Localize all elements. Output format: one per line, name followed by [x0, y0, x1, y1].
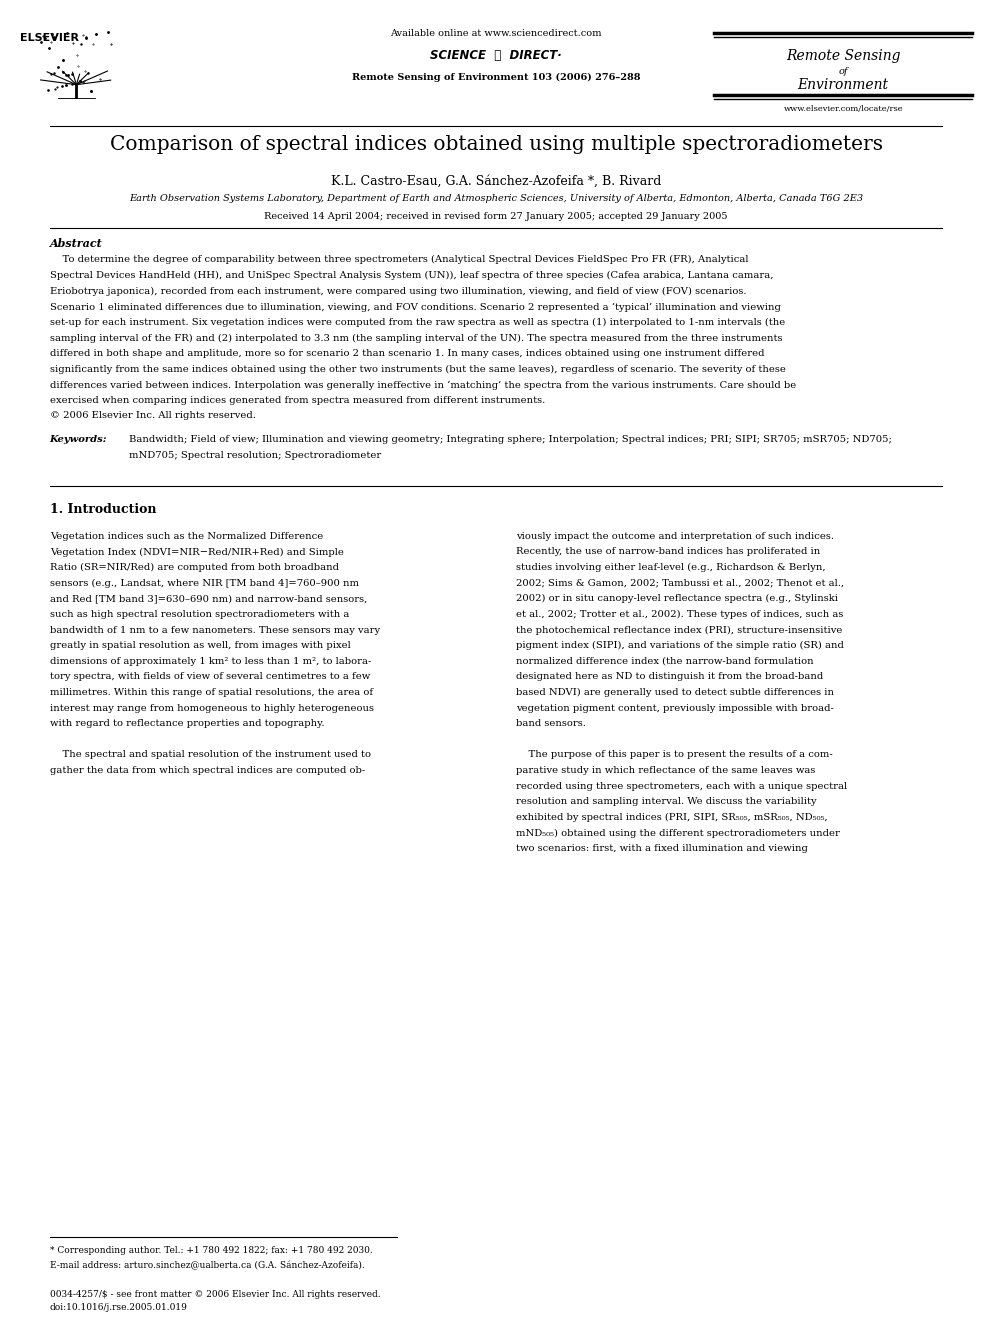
Text: 2002; Sims & Gamon, 2002; Tambussi et al., 2002; Thenot et al.,: 2002; Sims & Gamon, 2002; Tambussi et al…	[516, 578, 844, 587]
Text: exercised when comparing indices generated from spectra measured from different : exercised when comparing indices generat…	[50, 396, 545, 405]
Text: Spectral Devices HandHeld (HH), and UniSpec Spectral Analysis System (UN)), leaf: Spectral Devices HandHeld (HH), and UniS…	[50, 271, 773, 280]
Text: doi:10.1016/j.rse.2005.01.019: doi:10.1016/j.rse.2005.01.019	[50, 1303, 187, 1312]
Text: www.elsevier.com/locate/rse: www.elsevier.com/locate/rse	[784, 105, 903, 112]
Text: millimetres. Within this range of spatial resolutions, the area of: millimetres. Within this range of spatia…	[50, 688, 373, 697]
Text: mND705; Spectral resolution; Spectroradiometer: mND705; Spectral resolution; Spectroradi…	[129, 451, 381, 460]
Text: © 2006 Elsevier Inc. All rights reserved.: © 2006 Elsevier Inc. All rights reserved…	[50, 411, 256, 421]
Text: resolution and sampling interval. We discuss the variability: resolution and sampling interval. We dis…	[516, 798, 816, 806]
Text: tory spectra, with fields of view of several centimetres to a few: tory spectra, with fields of view of sev…	[50, 672, 370, 681]
Text: significantly from the same indices obtained using the other two instruments (bu: significantly from the same indices obta…	[50, 365, 786, 373]
Text: sampling interval of the FR) and (2) interpolated to 3.3 nm (the sampling interv: sampling interval of the FR) and (2) int…	[50, 333, 782, 343]
Text: the photochemical reflectance index (PRI), structure-insensitive: the photochemical reflectance index (PRI…	[516, 626, 842, 635]
Text: Remote Sensing of Environment 103 (2006) 276–288: Remote Sensing of Environment 103 (2006)…	[352, 73, 640, 82]
Text: Recently, the use of narrow-band indices has proliferated in: Recently, the use of narrow-band indices…	[516, 548, 820, 557]
Text: The spectral and spatial resolution of the instrument used to: The spectral and spatial resolution of t…	[50, 750, 371, 759]
Text: Scenario 1 eliminated differences due to illumination, viewing, and FOV conditio: Scenario 1 eliminated differences due to…	[50, 302, 781, 311]
Text: normalized difference index (the narrow-band formulation: normalized difference index (the narrow-…	[516, 656, 813, 665]
Text: Environment: Environment	[798, 78, 889, 93]
Text: greatly in spatial resolution as well, from images with pixel: greatly in spatial resolution as well, f…	[50, 642, 350, 650]
Text: parative study in which reflectance of the same leaves was: parative study in which reflectance of t…	[516, 766, 815, 775]
Text: Keywords:: Keywords:	[50, 435, 107, 445]
Text: based NDVI) are generally used to detect subtle differences in: based NDVI) are generally used to detect…	[516, 688, 834, 697]
Text: Ratio (SR=NIR/Red) are computed from both broadband: Ratio (SR=NIR/Red) are computed from bot…	[50, 564, 338, 572]
Text: with regard to reflectance properties and topography.: with regard to reflectance properties an…	[50, 720, 324, 728]
Text: 1. Introduction: 1. Introduction	[50, 503, 156, 516]
Text: 0034-4257/$ - see front matter © 2006 Elsevier Inc. All rights reserved.: 0034-4257/$ - see front matter © 2006 El…	[50, 1290, 380, 1299]
Text: studies involving either leaf-level (e.g., Richardson & Berlyn,: studies involving either leaf-level (e.g…	[516, 564, 825, 572]
Text: band sensors.: band sensors.	[516, 720, 585, 728]
Text: set-up for each instrument. Six vegetation indices were computed from the raw sp: set-up for each instrument. Six vegetati…	[50, 318, 785, 327]
Text: The purpose of this paper is to present the results of a com-: The purpose of this paper is to present …	[516, 750, 832, 759]
Text: two scenarios: first, with a fixed illumination and viewing: two scenarios: first, with a fixed illum…	[516, 844, 807, 853]
Text: exhibited by spectral indices (PRI, SIPI, SR₅₀₅, mSR₅₀₅, ND₅₀₅,: exhibited by spectral indices (PRI, SIPI…	[516, 812, 827, 822]
Text: mND₅₀₅) obtained using the different spectroradiometers under: mND₅₀₅) obtained using the different spe…	[516, 828, 839, 837]
Text: recorded using three spectrometers, each with a unique spectral: recorded using three spectrometers, each…	[516, 782, 847, 791]
Text: interest may range from homogeneous to highly heterogeneous: interest may range from homogeneous to h…	[50, 704, 374, 713]
Text: of: of	[838, 67, 848, 77]
Text: Vegetation Index (NDVI=NIR−Red/NIR+Red) and Simple: Vegetation Index (NDVI=NIR−Red/NIR+Red) …	[50, 548, 343, 557]
Text: designated here as ND to distinguish it from the broad-band: designated here as ND to distinguish it …	[516, 672, 823, 681]
Text: Received 14 April 2004; received in revised form 27 January 2005; accepted 29 Ja: Received 14 April 2004; received in revi…	[264, 212, 728, 221]
Text: differed in both shape and amplitude, more so for scenario 2 than scenario 1. In: differed in both shape and amplitude, mo…	[50, 349, 764, 359]
Text: vegetation pigment content, previously impossible with broad-: vegetation pigment content, previously i…	[516, 704, 833, 713]
Text: gather the data from which spectral indices are computed ob-: gather the data from which spectral indi…	[50, 766, 365, 775]
Text: Available online at www.sciencedirect.com: Available online at www.sciencedirect.co…	[390, 29, 602, 38]
Text: Comparison of spectral indices obtained using multiple spectroradiometers: Comparison of spectral indices obtained …	[109, 135, 883, 153]
Text: Earth Observation Systems Laboratory, Department of Earth and Atmospheric Scienc: Earth Observation Systems Laboratory, De…	[129, 194, 863, 204]
Text: Eriobotrya japonica), recorded from each instrument, were compared using two ill: Eriobotrya japonica), recorded from each…	[50, 287, 746, 295]
Text: Remote Sensing: Remote Sensing	[786, 49, 901, 64]
Text: and Red [TM band 3]=630–690 nm) and narrow-band sensors,: and Red [TM band 3]=630–690 nm) and narr…	[50, 594, 367, 603]
Text: bandwidth of 1 nm to a few nanometers. These sensors may vary: bandwidth of 1 nm to a few nanometers. T…	[50, 626, 380, 635]
Text: pigment index (SIPI), and variations of the simple ratio (SR) and: pigment index (SIPI), and variations of …	[516, 642, 844, 650]
Text: E-mail address: arturo.sinchez@ualberta.ca (G.A. Sánchez-Azofeifa).: E-mail address: arturo.sinchez@ualberta.…	[50, 1261, 364, 1270]
Text: * Corresponding author. Tel.: +1 780 492 1822; fax: +1 780 492 2030.: * Corresponding author. Tel.: +1 780 492…	[50, 1246, 372, 1256]
Text: 2002) or in situ canopy-level reflectance spectra (e.g., Stylinski: 2002) or in situ canopy-level reflectanc…	[516, 594, 838, 603]
Text: dimensions of approximately 1 km² to less than 1 m², to labora-: dimensions of approximately 1 km² to les…	[50, 656, 371, 665]
Text: differences varied between indices. Interpolation was generally ineffective in ‘: differences varied between indices. Inte…	[50, 380, 796, 389]
Text: ELSEVIER: ELSEVIER	[20, 33, 79, 44]
Text: To determine the degree of comparability between three spectrometers (Analytical: To determine the degree of comparability…	[50, 255, 748, 265]
Text: SCIENCE  ⓐ  DIRECT·: SCIENCE ⓐ DIRECT·	[431, 49, 561, 62]
Text: K.L. Castro-Esau, G.A. Sánchez-Azofeifa *, B. Rivard: K.L. Castro-Esau, G.A. Sánchez-Azofeifa …	[330, 175, 662, 188]
Text: Abstract: Abstract	[50, 238, 102, 249]
Text: Bandwidth; Field of view; Illumination and viewing geometry; Integrating sphere;: Bandwidth; Field of view; Illumination a…	[129, 435, 892, 445]
Text: Vegetation indices such as the Normalized Difference: Vegetation indices such as the Normalize…	[50, 532, 322, 541]
Text: viously impact the outcome and interpretation of such indices.: viously impact the outcome and interpret…	[516, 532, 834, 541]
Text: sensors (e.g., Landsat, where NIR [TM band 4]=760–900 nm: sensors (e.g., Landsat, where NIR [TM ba…	[50, 578, 358, 587]
Text: et al., 2002; Trotter et al., 2002). These types of indices, such as: et al., 2002; Trotter et al., 2002). The…	[516, 610, 843, 619]
Text: such as high spectral resolution spectroradiometers with a: such as high spectral resolution spectro…	[50, 610, 349, 619]
